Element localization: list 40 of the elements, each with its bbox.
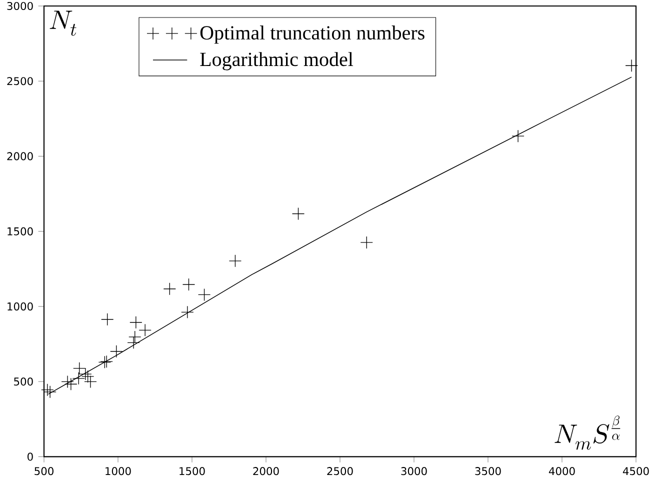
point <box>110 345 123 358</box>
point <box>138 324 152 337</box>
y-tick-label: 1000 <box>8 302 33 310</box>
point <box>198 288 211 302</box>
x-tick-label: 3500 <box>475 467 501 476</box>
point <box>64 378 78 390</box>
point <box>228 254 242 268</box>
point <box>127 336 140 349</box>
point <box>101 313 114 326</box>
point <box>181 306 194 318</box>
legend-label: Optimal truncation numbers <box>200 26 424 44</box>
y-tick-label: 3000 <box>7 2 33 10</box>
x-axis-title: $N_mS^{\frac{\beta}{\alpha}}$ <box>554 416 620 450</box>
x-tick-label: 1500 <box>180 467 205 476</box>
y-tick-label: 0 <box>28 452 33 461</box>
point <box>512 130 524 142</box>
point <box>130 316 142 329</box>
x-tick-label: 3000 <box>401 467 427 476</box>
x-tick-label: 1000 <box>106 467 131 476</box>
point <box>292 207 305 220</box>
point <box>360 236 373 249</box>
y-tick-label: 500 <box>14 378 33 386</box>
x-tick-label: 4000 <box>548 467 575 476</box>
point <box>182 278 196 291</box>
x-tick-label: 2500 <box>327 467 353 476</box>
y-axis-title: $N_t$ <box>50 10 76 36</box>
y-tick-label: 2500 <box>7 77 33 86</box>
point <box>72 372 85 385</box>
legend-label: Logarithmic model <box>200 52 354 70</box>
point <box>163 282 176 296</box>
point <box>625 59 638 72</box>
point <box>61 375 74 388</box>
point <box>81 370 94 383</box>
point <box>44 386 56 398</box>
y-tick-label: 1500 <box>8 227 33 236</box>
y-tick-label: 2000 <box>7 152 33 160</box>
x-tick-label: 500 <box>34 467 54 476</box>
point <box>128 330 142 344</box>
x-tick-label: 4500 <box>622 467 649 476</box>
x-tick-label: 2000 <box>253 467 279 476</box>
